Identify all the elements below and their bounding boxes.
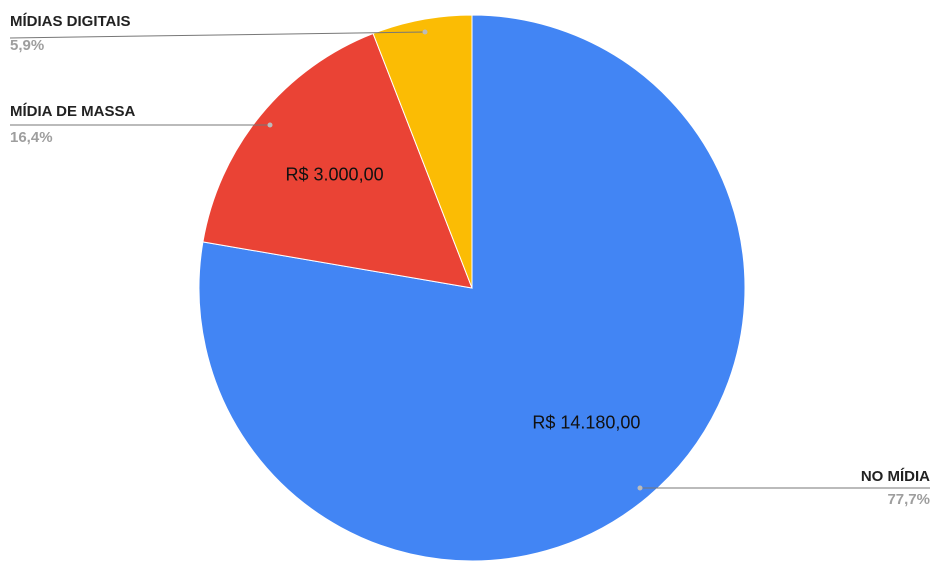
slice-percent: 16,4% [10, 129, 53, 146]
pie-slice [372, 14, 473, 289]
leader-dot [267, 122, 273, 128]
slice-percent: 77,7% [887, 491, 930, 508]
leader-dot [637, 485, 643, 491]
slice-amount-label: R$ 3.000,00 [286, 165, 384, 185]
slice-name: MÍDIAS DIGITAIS [10, 13, 131, 30]
slice-percent: 5,9% [10, 37, 44, 54]
leader-dot [422, 29, 428, 35]
slice-name: NO MÍDIA [861, 468, 930, 485]
slice-amount-label: R$ 14.180,00 [532, 412, 640, 432]
leader-line [9, 31, 426, 39]
slice-name: MÍDIA DE MASSA [10, 103, 135, 120]
pie-slice [202, 32, 473, 289]
